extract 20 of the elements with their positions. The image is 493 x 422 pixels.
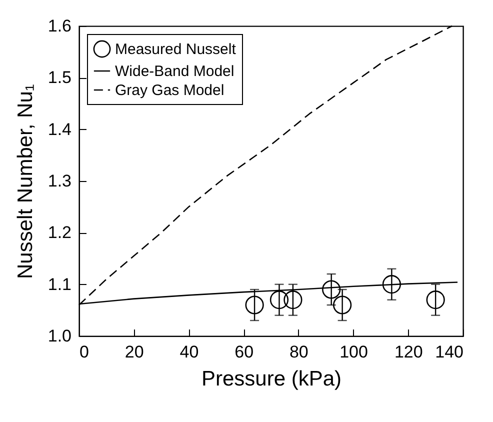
x-axis-title: Pressure (kPa) xyxy=(201,368,342,390)
y-tick-label: 1.1 xyxy=(48,274,72,294)
legend-label: Measured Nusselt xyxy=(115,41,237,58)
y-axis-title: Nusselt Number, Nu₁ xyxy=(14,84,37,279)
y-tick-label: 1.4 xyxy=(48,120,72,139)
x-tick-label: 20 xyxy=(124,342,144,362)
y-tick-label: 1.5 xyxy=(48,68,72,88)
legend-label: Gray Gas Model xyxy=(115,82,224,99)
x-tick-label: 60 xyxy=(234,342,254,362)
x-tick-label: 140 xyxy=(435,342,464,362)
y-tick-label: 1.2 xyxy=(48,223,72,242)
x-tick-label: 40 xyxy=(180,342,199,362)
y-tick-label: 1.3 xyxy=(48,172,72,190)
y-tick-label: 1.0 xyxy=(48,326,72,346)
x-tick-label: 120 xyxy=(394,342,423,362)
legend-label: Wide-Band Model xyxy=(115,63,234,80)
y-tick-label: 1.6 xyxy=(48,16,72,36)
x-tick-label: 100 xyxy=(340,342,368,362)
x-tick-label: 0 xyxy=(80,342,89,362)
x-tick-label: 80 xyxy=(289,342,308,362)
